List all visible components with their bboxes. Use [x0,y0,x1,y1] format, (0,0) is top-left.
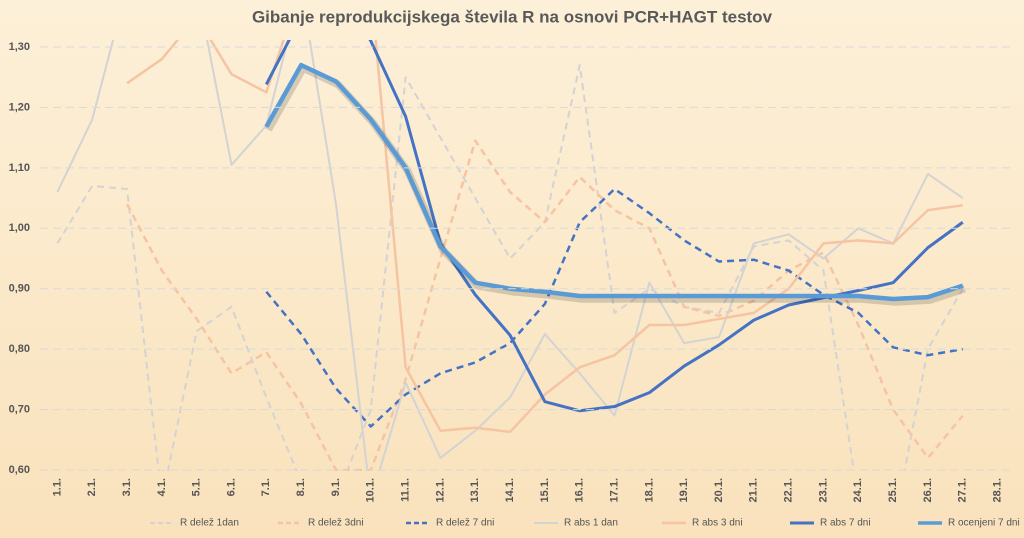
legend-label: R delež 1dan [180,518,239,529]
x-tick-label: 13.1. [469,478,481,502]
x-tick-label: 12.1. [434,478,446,502]
legend-label: R abs 1 dan [564,518,618,529]
y-tick-label: 0,80 [9,343,30,355]
x-tick-label: 14.1. [504,478,516,502]
x-tick-label: 7.1. [260,478,272,496]
x-tick-label: 24.1. [852,478,864,502]
y-tick-label: 1,20 [9,101,30,113]
y-tick-label: 1,30 [9,41,30,53]
x-tick-label: 16.1. [574,478,586,502]
y-tick-label: 1,00 [9,222,30,234]
series-line [56,40,964,471]
series-line [264,62,964,302]
x-tick-label: 25.1. [887,478,899,502]
series-line [126,40,963,434]
x-tick-label: 27.1. [957,478,969,502]
y-tick-label: 0,70 [9,403,30,415]
x-tick-label: 21.1. [748,478,760,502]
x-tick-label: 3.1. [121,478,133,496]
legend-label: R abs 7 dni [820,518,871,529]
chart-title: Gibanje reprodukcijskega števila R na os… [252,7,773,26]
x-tick-label: 23.1. [817,478,829,502]
series-line [125,139,964,471]
x-tick-label: 4.1. [156,478,168,496]
x-tick-label: 17.1. [608,478,620,502]
x-tick-label: 22.1. [783,478,795,502]
series-line [265,40,964,413]
x-tick-label: 5.1. [191,478,203,496]
x-tick-label: 20.1. [713,478,725,502]
x-tick-label: 11.1. [400,478,412,502]
x-tick-label: 2.1. [86,478,98,496]
x-tick-label: 1.1. [51,478,63,496]
legend-label: R delež 7 dni [436,518,494,529]
x-tick-label: 18.1. [643,478,655,502]
x-tick-label: 10.1. [365,478,377,502]
x-tick-label: 9.1. [330,478,342,496]
y-tick-label: 0,60 [9,464,30,476]
y-tick-label: 0,90 [9,283,30,295]
y-tick-label: 1,10 [9,162,30,174]
x-tick-label: 15.1. [539,478,551,502]
x-tick-label: 28.1. [991,478,1003,502]
line-shadow [265,64,966,306]
series-line [56,64,964,471]
x-tick-label: 8.1. [295,478,307,496]
series-line [265,187,963,428]
x-tick-label: 6.1. [225,478,237,496]
legend-label: R delež 3dni [308,518,364,529]
x-tick-label: 19.1. [678,478,690,502]
legend-label: R ocenjeni 7 dni [948,518,1020,529]
x-tick-label: 26.1. [922,478,934,502]
legend-label: R abs 3 dni [692,518,743,529]
